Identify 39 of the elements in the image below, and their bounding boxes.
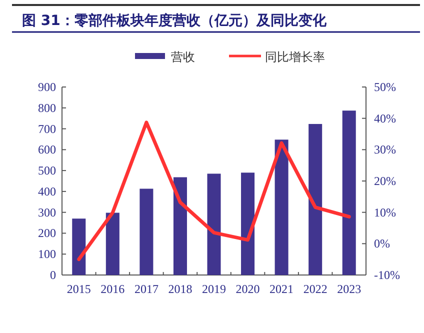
y-tick-label: 100 bbox=[38, 247, 56, 262]
bar bbox=[72, 218, 86, 275]
x-tick-label: 2017 bbox=[134, 282, 158, 296]
bar bbox=[308, 124, 322, 275]
y2-tick-label: 10% bbox=[374, 205, 396, 220]
y-tick-label: 800 bbox=[38, 100, 56, 115]
y-tick-label: 700 bbox=[38, 122, 56, 136]
x-tick-label: 2016 bbox=[100, 282, 125, 296]
y2-tick-label: 20% bbox=[374, 174, 396, 188]
chart-title: 图 31：零部件板块年度营收（亿元）及同比变化 bbox=[22, 12, 328, 29]
y-tick-label: 500 bbox=[38, 164, 56, 178]
y-tick-label: 300 bbox=[38, 205, 56, 220]
x-tick-label: 2020 bbox=[236, 282, 260, 296]
y-tick-label: 200 bbox=[38, 226, 56, 240]
line-series bbox=[77, 120, 351, 262]
bar bbox=[342, 110, 356, 275]
y2-tick-label: 50% bbox=[374, 80, 396, 94]
bar bbox=[241, 172, 255, 275]
x-tick-label: 2023 bbox=[337, 282, 362, 296]
legend-label: 同比增长率 bbox=[265, 50, 325, 64]
bar bbox=[173, 177, 187, 275]
y-tick-label: 900 bbox=[38, 80, 56, 94]
y2-tick-label: 0% bbox=[374, 236, 390, 251]
bar bbox=[140, 188, 154, 275]
y-tick-label: 600 bbox=[38, 142, 56, 157]
y-tick-label: 0 bbox=[50, 268, 56, 282]
bar bbox=[207, 174, 221, 275]
x-tick-label: 2015 bbox=[66, 282, 91, 296]
x-tick-label: 2018 bbox=[168, 282, 192, 296]
bar bbox=[274, 140, 288, 275]
x-tick-label: 2019 bbox=[202, 282, 226, 296]
y2-tick-label: 40% bbox=[374, 111, 396, 126]
y2-tick-label: 30% bbox=[374, 142, 396, 157]
legend-label: 营收 bbox=[171, 50, 195, 64]
x-tick-label: 2022 bbox=[303, 282, 328, 296]
y-tick-label: 400 bbox=[38, 184, 56, 198]
y2-tick-label: -10% bbox=[374, 268, 400, 282]
x-tick-label: 2021 bbox=[270, 282, 294, 296]
bar bbox=[106, 212, 120, 275]
